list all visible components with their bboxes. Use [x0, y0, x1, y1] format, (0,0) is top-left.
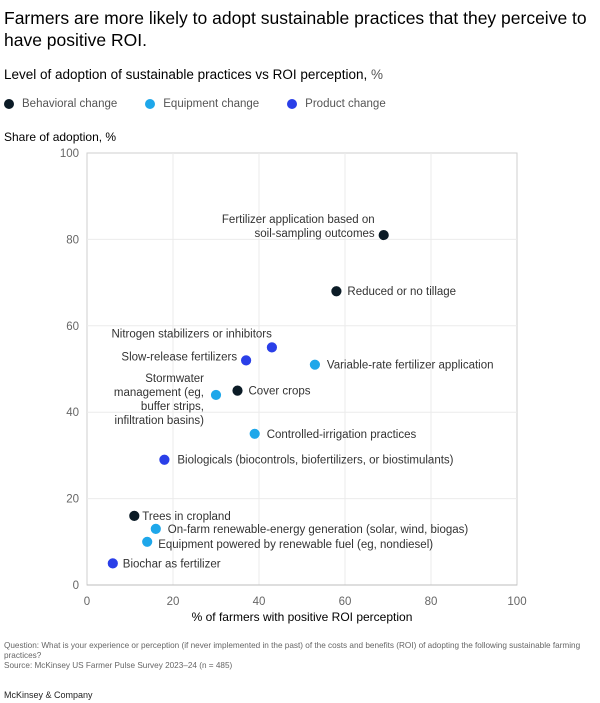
y-tick-label: 60	[66, 321, 79, 333]
data-point	[158, 453, 171, 466]
data-point	[308, 358, 321, 371]
data-point-label: Nitrogen stabilizers or inhibitors	[111, 328, 272, 340]
footnote-question: Question: What is your experience or per…	[4, 641, 581, 660]
data-point	[265, 341, 278, 354]
y-tick-label: 20	[66, 494, 79, 506]
footnote: Question: What is your experience or per…	[4, 641, 594, 671]
legend: Behavioral change Equipment change Produ…	[4, 98, 414, 110]
legend-swatch-product	[287, 99, 298, 109]
data-point-label: Fertilizer application based on soil-samp…	[222, 214, 375, 240]
legend-swatch-equipment	[145, 99, 156, 109]
data-point-label: Trees in cropland	[142, 511, 230, 523]
data-point-label: Equipment powered by renewable fuel (eg,…	[158, 539, 433, 551]
subtitle-text: Level of adoption of sustainable practic…	[4, 67, 368, 82]
data-point	[128, 509, 141, 522]
x-tick-label: 20	[167, 596, 180, 608]
data-point	[377, 229, 390, 241]
legend-label-behavioral: Behavioral change	[22, 98, 118, 110]
subtitle-unit: %	[370, 67, 383, 82]
chart-subtitle: Level of adoption of sustainable practic…	[4, 67, 383, 82]
chart-title: Farmers are more likely to adopt sustain…	[4, 8, 587, 50]
data-point-label: Reduced or no tillage	[347, 286, 456, 298]
legend-label-equipment: Equipment change	[163, 98, 260, 110]
y-tick-label: 0	[73, 580, 79, 592]
x-axis-title: % of farmers with positive ROI perceptio…	[191, 610, 413, 624]
legend-swatch-behavioral	[4, 99, 14, 109]
data-point-label: On-farm renewable-energy generation (sol…	[168, 524, 469, 536]
legend-label-product: Product change	[305, 98, 386, 110]
data-point-label: Biochar as fertilizer	[123, 558, 221, 570]
x-tick-label: 40	[253, 596, 266, 608]
x-tick-label: 100	[507, 596, 526, 608]
y-tick-label: 80	[66, 234, 79, 246]
data-point	[231, 384, 244, 397]
data-point-label: Biologicals (biocontrols, biofertilizers…	[177, 455, 453, 467]
footnote-source: Source: McKinsey US Farmer Pulse Survey …	[4, 661, 233, 670]
x-tick-label: 0	[84, 596, 90, 608]
data-point-label: Slow-release fertilizers	[121, 351, 237, 363]
y-axis-title: Share of adoption, %	[4, 130, 117, 144]
data-point	[240, 354, 253, 367]
y-tick-label: 40	[66, 407, 79, 419]
data-point	[141, 535, 154, 548]
legend-item-product: Product change	[287, 98, 386, 110]
x-tick-label: 60	[339, 596, 352, 608]
legend-item-behavioral: Behavioral change	[4, 98, 117, 110]
data-point-label: Cover crops	[249, 386, 311, 398]
data-point	[149, 522, 162, 535]
legend-item-equipment: Equipment change	[145, 98, 259, 110]
data-point	[248, 427, 261, 440]
y-tick-label: 100	[60, 148, 79, 160]
brand-name: McKinsey & Company	[4, 690, 93, 700]
x-tick-label: 80	[425, 596, 438, 608]
data-point	[106, 557, 119, 570]
data-point-label: Variable-rate fertilizer application	[327, 360, 494, 372]
data-point	[210, 389, 222, 401]
data-point-label: Stormwater management (eg, buffer strips, i…	[114, 373, 204, 427]
data-point	[330, 285, 343, 298]
data-point-label: Controlled-irrigation practices	[267, 429, 417, 441]
